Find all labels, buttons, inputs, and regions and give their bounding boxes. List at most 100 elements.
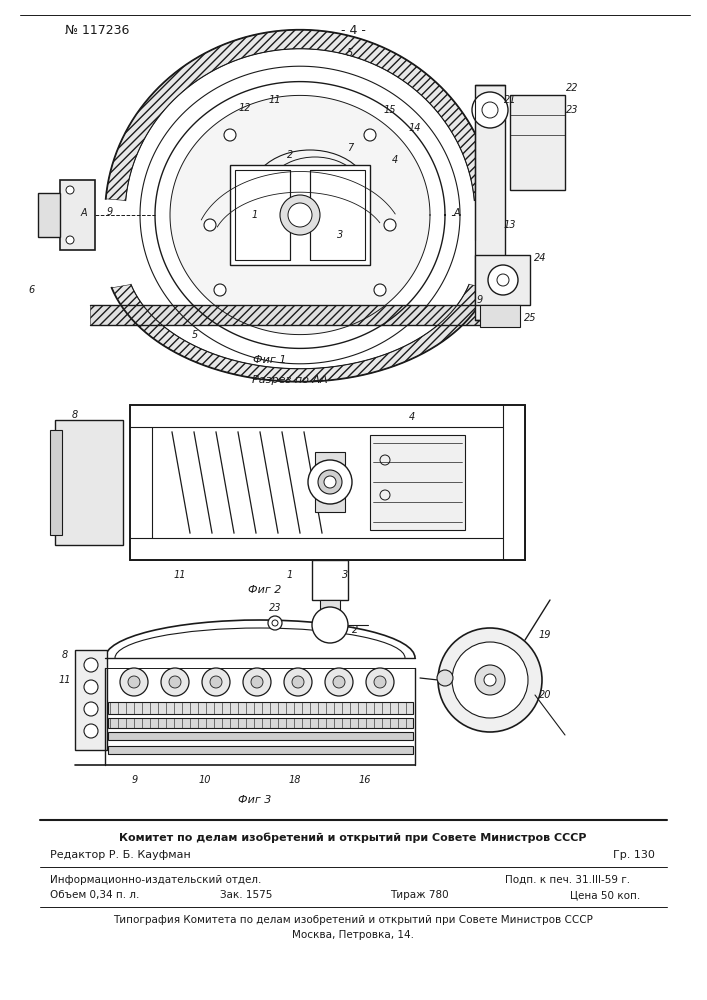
Bar	[370, 435, 465, 530]
Circle shape	[318, 470, 342, 494]
Text: Редактор Р. Б. Кауфман: Редактор Р. Б. Кауфман	[50, 850, 191, 860]
Text: 2: 2	[352, 625, 358, 635]
Circle shape	[374, 284, 386, 296]
Text: 21: 21	[504, 95, 516, 105]
Circle shape	[475, 665, 505, 695]
Circle shape	[484, 674, 496, 686]
Text: 11: 11	[59, 675, 71, 685]
Text: 11: 11	[269, 95, 281, 105]
Ellipse shape	[170, 95, 430, 335]
Text: Фиг 2: Фиг 2	[248, 585, 281, 595]
Circle shape	[324, 476, 336, 488]
Circle shape	[204, 219, 216, 231]
Polygon shape	[106, 30, 494, 201]
Circle shape	[84, 702, 98, 716]
Circle shape	[84, 680, 98, 694]
Bar	[108, 732, 413, 740]
Circle shape	[128, 676, 140, 688]
Bar	[75, 650, 107, 750]
Polygon shape	[130, 405, 525, 427]
Text: 9: 9	[132, 775, 138, 785]
Circle shape	[84, 724, 98, 738]
Polygon shape	[55, 420, 123, 440]
Text: 12: 12	[239, 103, 251, 113]
Text: 23: 23	[566, 105, 578, 115]
Circle shape	[488, 265, 518, 295]
Text: 3: 3	[342, 570, 348, 580]
Text: 9: 9	[477, 295, 483, 305]
Circle shape	[243, 668, 271, 696]
Circle shape	[66, 186, 74, 194]
Circle shape	[280, 195, 320, 235]
Bar	[60, 180, 95, 250]
Polygon shape	[130, 538, 525, 560]
Polygon shape	[130, 405, 152, 560]
Bar	[475, 85, 505, 320]
Circle shape	[202, 668, 230, 696]
Text: 23: 23	[269, 603, 281, 613]
Text: Зак. 1575: Зак. 1575	[220, 890, 272, 900]
Circle shape	[325, 668, 353, 696]
Circle shape	[366, 668, 394, 696]
Circle shape	[438, 628, 542, 732]
Text: Комитет по делам изобретений и открытий при Совете Министров СССР: Комитет по делам изобретений и открытий …	[119, 833, 587, 843]
Bar	[130, 405, 525, 560]
Circle shape	[292, 676, 304, 688]
Text: 8: 8	[72, 410, 78, 420]
Circle shape	[312, 607, 348, 643]
Circle shape	[333, 676, 345, 688]
Circle shape	[169, 676, 181, 688]
Circle shape	[161, 668, 189, 696]
Bar	[320, 600, 340, 630]
Text: 15: 15	[384, 105, 396, 115]
Circle shape	[452, 642, 528, 718]
Circle shape	[120, 668, 148, 696]
Polygon shape	[503, 405, 525, 560]
Text: A: A	[454, 208, 461, 218]
Text: 3: 3	[337, 230, 343, 240]
Text: 13: 13	[504, 220, 516, 230]
Bar	[475, 255, 530, 305]
Text: 20: 20	[539, 690, 551, 700]
Text: 9: 9	[107, 207, 113, 217]
Circle shape	[210, 676, 222, 688]
Circle shape	[66, 236, 74, 244]
Bar	[38, 193, 60, 237]
Bar	[230, 165, 370, 265]
Circle shape	[384, 219, 396, 231]
Text: 5: 5	[347, 48, 353, 58]
Text: - 4 -: - 4 -	[341, 23, 366, 36]
Bar	[510, 95, 565, 190]
Text: 2: 2	[287, 150, 293, 160]
Text: Цена 50 коп.: Цена 50 коп.	[570, 890, 641, 900]
Circle shape	[308, 460, 352, 504]
Text: 5: 5	[192, 330, 198, 340]
Text: 10: 10	[199, 775, 211, 785]
Text: Разрез по АА: Разрез по АА	[252, 375, 328, 385]
Circle shape	[214, 284, 226, 296]
Circle shape	[224, 129, 236, 141]
Polygon shape	[55, 515, 123, 535]
Bar	[310, 170, 365, 260]
Text: A: A	[81, 208, 87, 218]
Text: 19: 19	[539, 630, 551, 640]
Text: 1: 1	[287, 570, 293, 580]
Text: 8: 8	[62, 650, 68, 660]
Circle shape	[268, 616, 282, 630]
Bar	[480, 305, 520, 327]
Bar	[108, 746, 413, 754]
Polygon shape	[90, 305, 490, 325]
Circle shape	[374, 676, 386, 688]
Circle shape	[251, 676, 263, 688]
Circle shape	[288, 203, 312, 227]
Text: Москва, Петровка, 14.: Москва, Петровка, 14.	[292, 930, 414, 940]
Text: 11: 11	[174, 570, 186, 580]
Text: Типография Комитета по делам изобретений и открытий при Совете Министров СССР: Типография Комитета по делам изобретений…	[113, 915, 593, 925]
Bar	[55, 420, 123, 545]
Bar	[108, 702, 413, 714]
Text: Объем 0,34 п. л.: Объем 0,34 п. л.	[50, 890, 139, 900]
Bar	[235, 170, 290, 260]
Text: 14: 14	[409, 123, 421, 133]
Text: 6: 6	[29, 285, 35, 295]
Text: 7: 7	[347, 143, 353, 153]
